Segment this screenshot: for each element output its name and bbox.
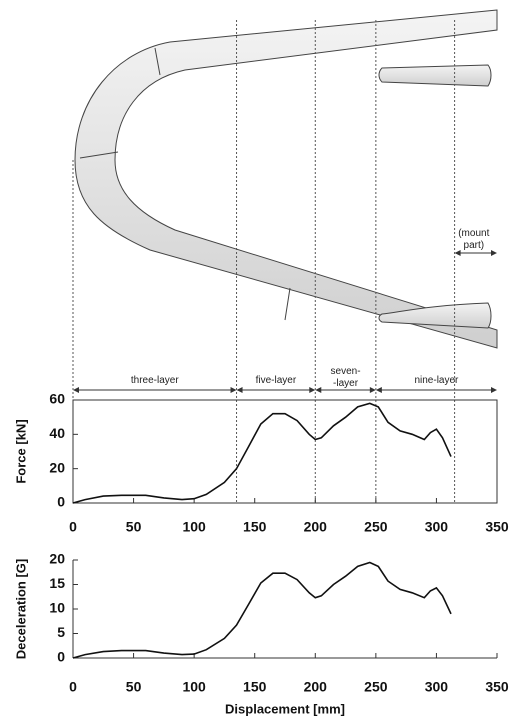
x-tick-label: 0 — [69, 679, 77, 695]
y-tick-label: 20 — [49, 459, 65, 475]
x-axis-label: Displacement [mm] — [225, 701, 345, 716]
x-tick-label: 100 — [182, 519, 206, 535]
y-tick-label: 60 — [49, 391, 65, 407]
x-tick-label: 250 — [364, 679, 388, 695]
x-tick-label: 250 — [364, 519, 388, 535]
y-tick-label: 0 — [57, 649, 65, 665]
x-tick-label: 350 — [485, 519, 509, 535]
x-tick-label: 50 — [126, 679, 142, 695]
y-axis-label: Deceleration [G] — [13, 559, 28, 659]
x-tick-label: 150 — [243, 679, 267, 695]
section-label: three-layer — [130, 375, 179, 386]
y-tick-label: 10 — [49, 600, 65, 616]
data-line — [72, 561, 452, 659]
mount-label: (mount part) — [458, 228, 490, 251]
y-axis-label: Force [kN] — [13, 419, 28, 483]
section-label: five-layer — [255, 375, 297, 386]
x-tick-label: 100 — [182, 679, 206, 695]
data-line — [72, 402, 452, 504]
x-tick-label: 300 — [425, 679, 449, 695]
x-tick-label: 50 — [126, 519, 142, 535]
beam-drawing — [74, 9, 498, 349]
y-tick-label: 5 — [57, 624, 65, 640]
y-tick-label: 40 — [49, 425, 65, 441]
y-tick-label: 20 — [49, 551, 65, 567]
x-tick-label: 150 — [243, 519, 267, 535]
section-label: seven- -layer — [330, 366, 361, 389]
x-tick-label: 0 — [69, 519, 77, 535]
x-tick-label: 200 — [304, 679, 328, 695]
y-tick-label: 15 — [49, 575, 65, 591]
x-tick-label: 300 — [425, 519, 449, 535]
section-label: nine-layer — [414, 375, 459, 386]
x-tick-label: 200 — [304, 519, 328, 535]
x-tick-label: 350 — [485, 679, 509, 695]
plot-frame — [72, 399, 498, 504]
y-tick-label: 0 — [57, 494, 65, 510]
